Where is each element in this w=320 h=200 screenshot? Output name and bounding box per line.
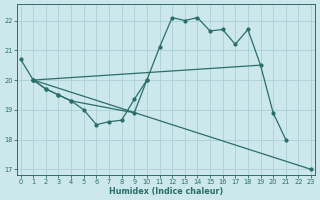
X-axis label: Humidex (Indice chaleur): Humidex (Indice chaleur) <box>109 187 223 196</box>
